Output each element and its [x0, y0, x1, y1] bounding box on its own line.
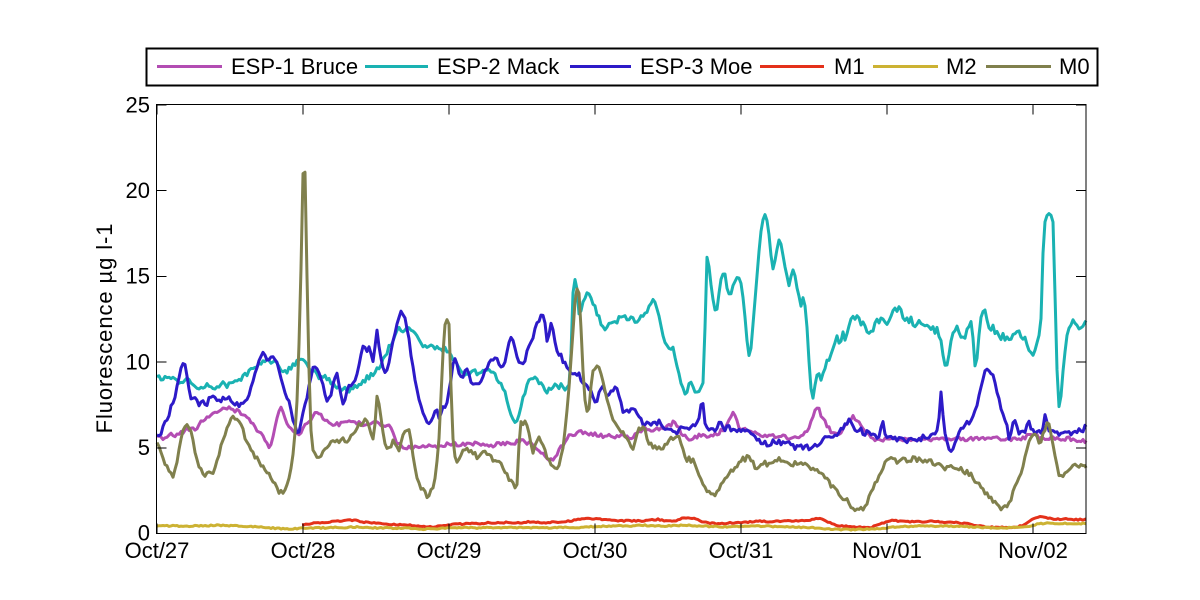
svg-text:Nov/02: Nov/02 — [998, 538, 1068, 563]
svg-text:Oct/28: Oct/28 — [271, 538, 336, 563]
svg-text:ESP-3 Moe: ESP-3 Moe — [640, 54, 753, 79]
svg-text:Oct/29: Oct/29 — [417, 538, 482, 563]
svg-text:ESP-2 Mack: ESP-2 Mack — [437, 54, 560, 79]
svg-text:M1: M1 — [834, 54, 865, 79]
svg-text:Oct/31: Oct/31 — [709, 538, 774, 563]
svg-text:Fluorescence µg l-1: Fluorescence µg l-1 — [92, 223, 117, 434]
svg-text:M0: M0 — [1059, 54, 1090, 79]
svg-text:M2: M2 — [946, 54, 977, 79]
svg-text:15: 15 — [126, 264, 150, 289]
svg-text:5: 5 — [138, 435, 150, 460]
svg-text:20: 20 — [126, 178, 150, 203]
svg-text:0: 0 — [138, 521, 150, 546]
svg-text:Oct/30: Oct/30 — [563, 538, 628, 563]
svg-text:10: 10 — [126, 349, 150, 374]
svg-text:ESP-1 Bruce: ESP-1 Bruce — [231, 54, 358, 79]
svg-text:Nov/01: Nov/01 — [852, 538, 922, 563]
svg-text:Oct/27: Oct/27 — [125, 538, 190, 563]
svg-text:25: 25 — [126, 93, 150, 118]
